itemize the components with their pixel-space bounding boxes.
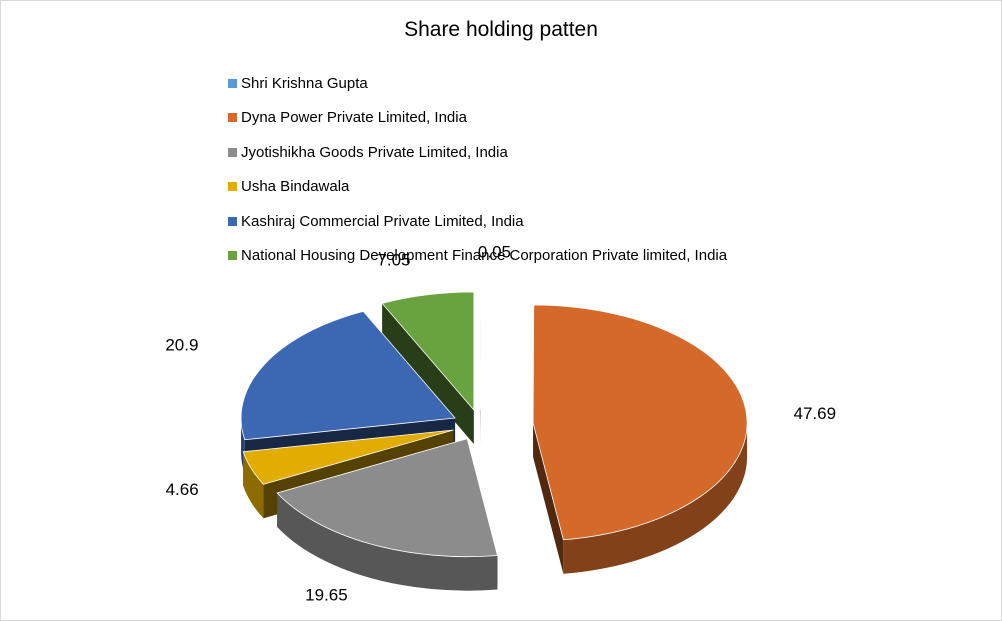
legend-label: Dyna Power Private Limited, India	[241, 109, 467, 127]
data-label: 4.66	[166, 480, 199, 499]
pie-slice	[242, 429, 454, 485]
legend-label: Jyotishikha Goods Private Limited, India	[241, 143, 508, 161]
data-label: 7.05	[377, 251, 410, 270]
pie-slice	[276, 438, 498, 558]
legend-item: Kashiraj Commercial Private Limited, Ind…	[228, 204, 727, 239]
pie-slices	[240, 291, 748, 558]
legend-item: Shri Krishna Gupta	[228, 66, 727, 101]
data-label: 19.65	[305, 586, 348, 605]
legend-item: Dyna Power Private Limited, India	[228, 101, 727, 136]
pie-slice-rim	[277, 492, 498, 591]
pie-slice-rim	[243, 451, 264, 519]
data-label: 20.9	[165, 336, 198, 355]
legend-item: Usha Bindawala	[228, 170, 727, 205]
legend-swatch	[228, 147, 237, 157]
legend-label: Usha Bindawala	[241, 178, 350, 196]
legend-label: National Housing Development Finance Cor…	[241, 247, 728, 265]
pie-slice-wall	[533, 422, 564, 574]
data-label: 0.05	[478, 243, 511, 262]
legend-swatch	[228, 78, 237, 88]
data-label: 47.69	[794, 404, 837, 423]
pie-slice-wall	[382, 303, 474, 444]
legend-item: Jyotishikha Goods Private Limited, India	[228, 135, 727, 170]
legend-label: Kashiraj Commercial Private Limited, Ind…	[241, 212, 524, 230]
legend-item: National Housing Development Finance Cor…	[228, 239, 727, 274]
legend-label: Shri Krishna Gupta	[241, 74, 368, 92]
data-labels: 0.05 47.69 19.65 4.66 20.9 7.05	[165, 243, 836, 605]
legend-swatch	[228, 113, 237, 123]
legend-swatch	[228, 216, 237, 226]
pie-slice	[381, 291, 475, 412]
legend-swatch	[228, 182, 237, 192]
pie-slice	[479, 291, 482, 410]
chart-title: Share holding patten	[404, 18, 598, 41]
pie-slice	[532, 304, 748, 541]
chart-legend: Shri Krishna Gupta Dyna Power Private Li…	[228, 66, 727, 273]
pie-slice	[240, 310, 456, 441]
legend-swatch	[228, 251, 237, 261]
pie-slice-rim	[563, 422, 748, 574]
